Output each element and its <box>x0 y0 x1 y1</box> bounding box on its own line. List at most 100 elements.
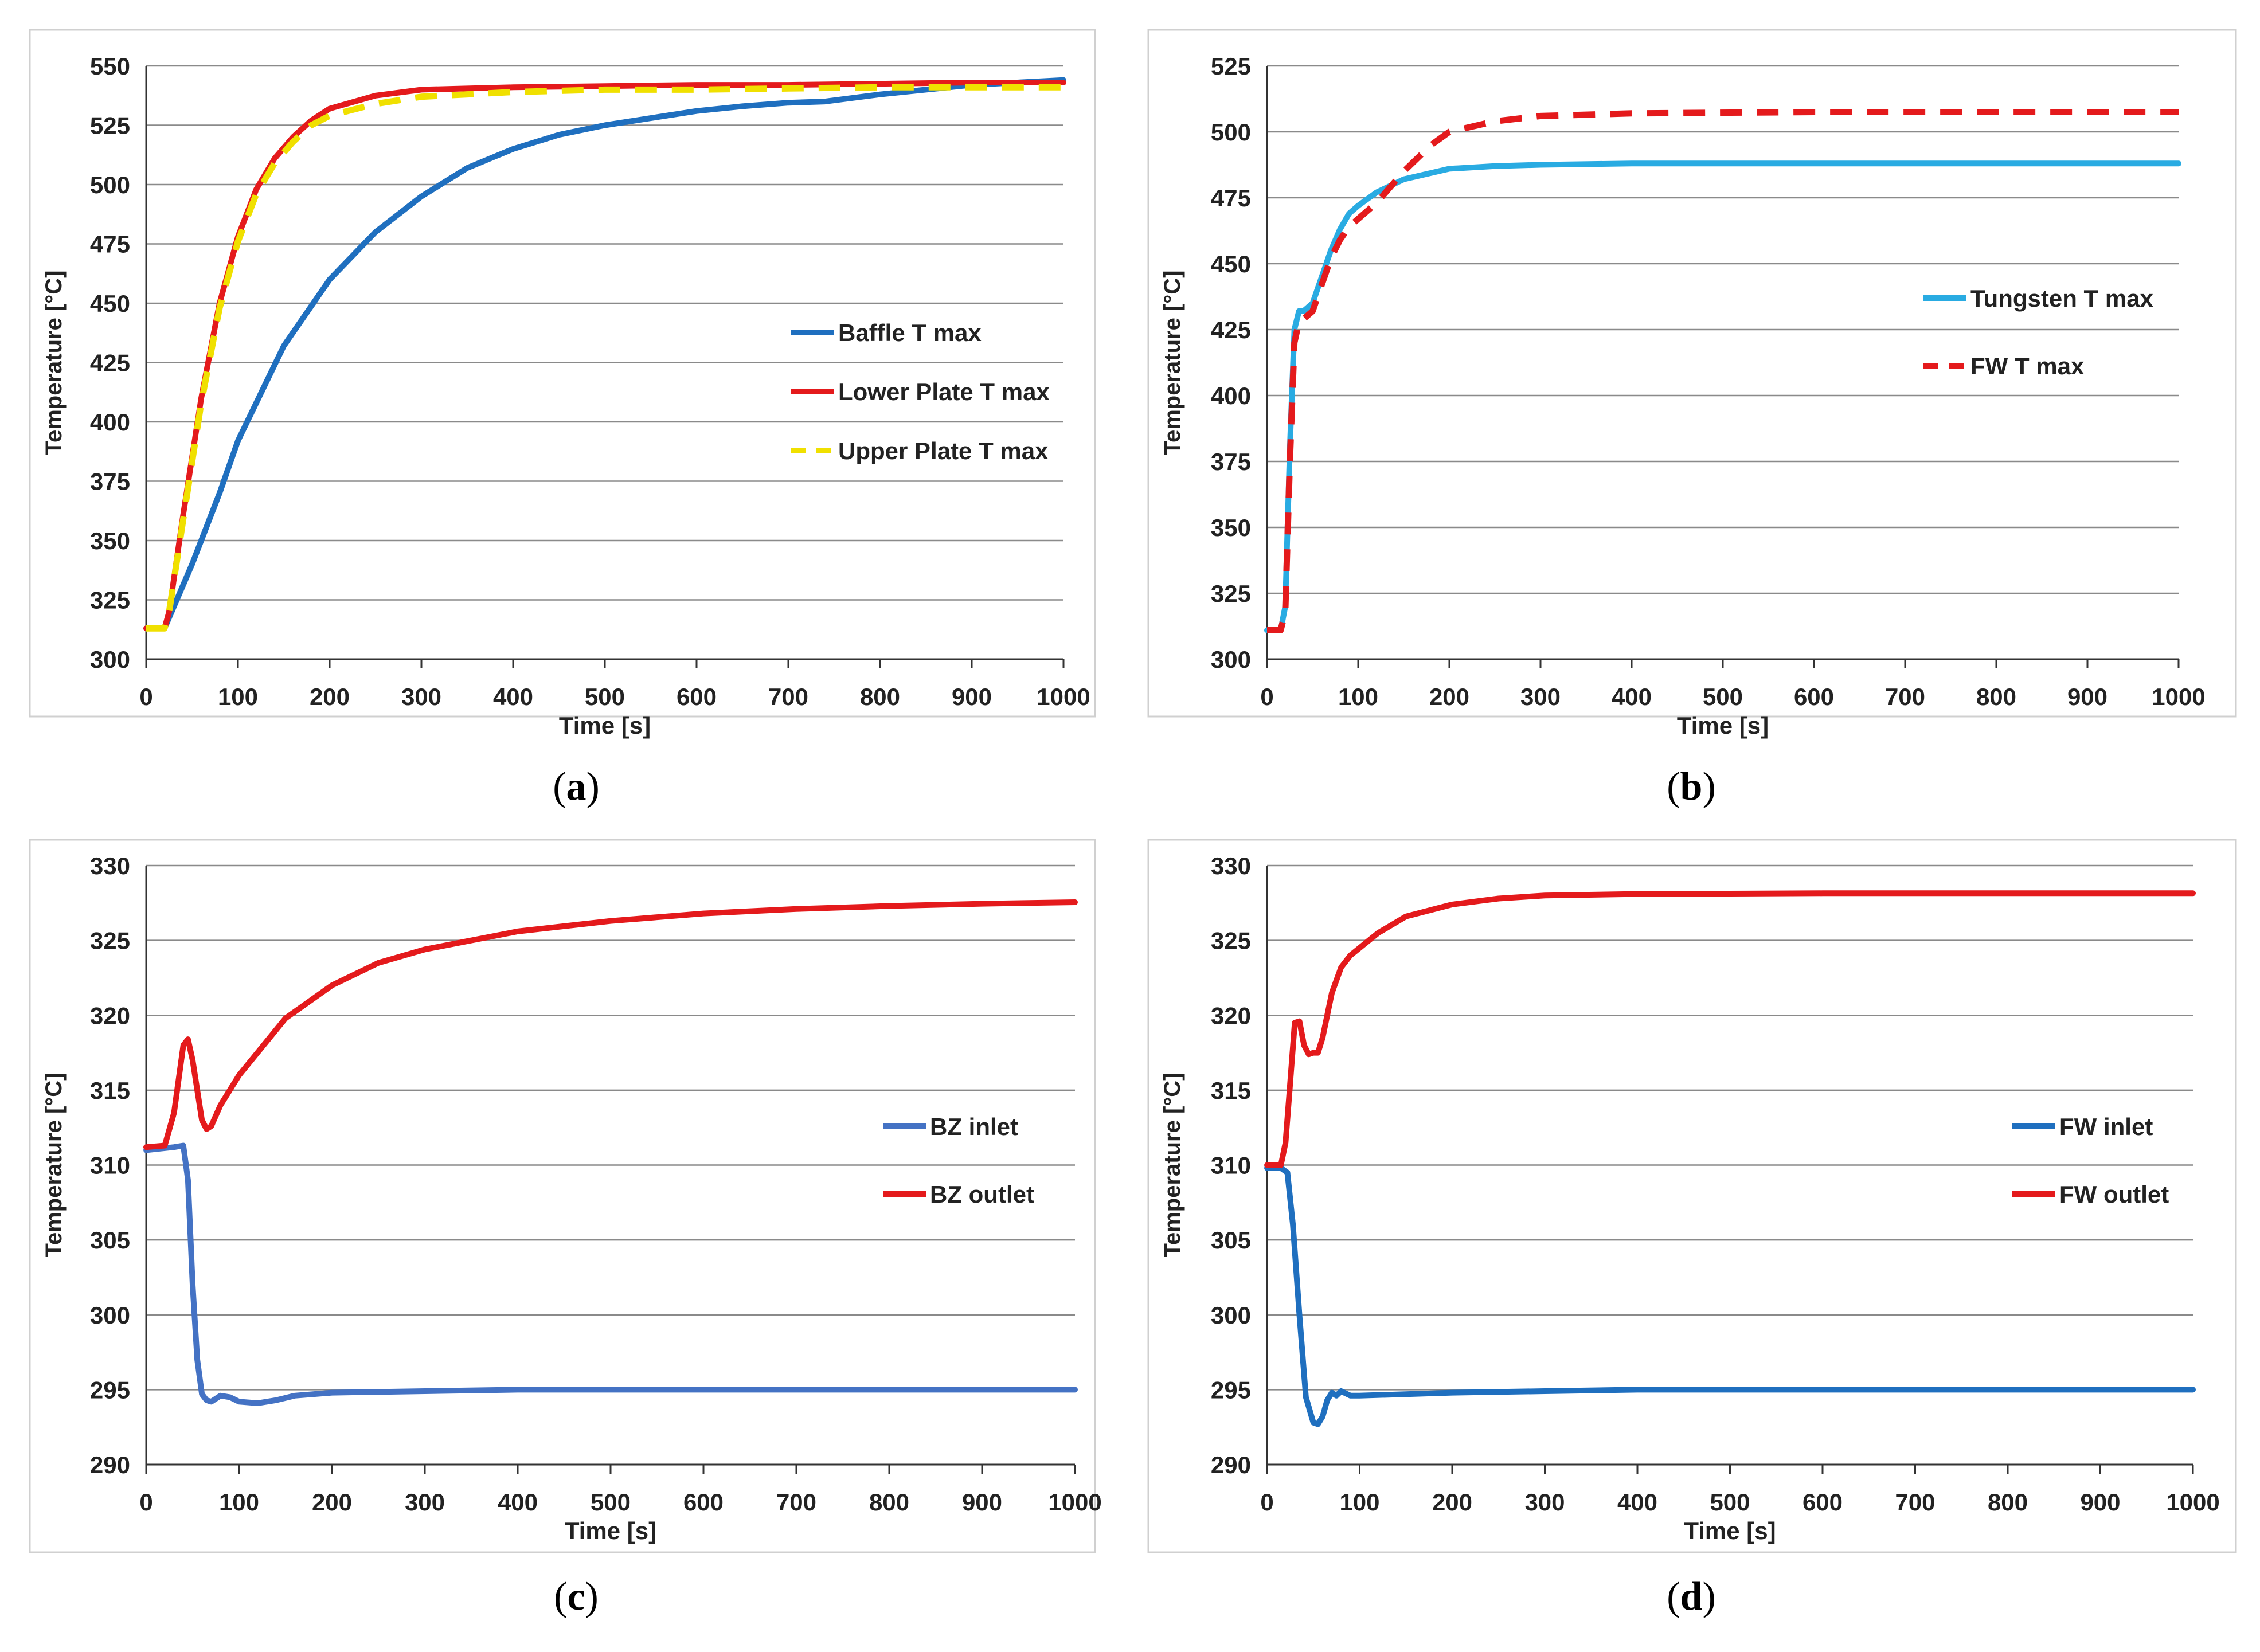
panel-c-series-1-line <box>143 1142 1078 1406</box>
panel-c-x-axis-title: Time [s] <box>565 1517 656 1544</box>
panel-a-xtick-label: 800 <box>860 683 900 710</box>
panel-d-ytick-label: 330 <box>1211 852 1251 879</box>
panel-b-xtick-label: 0 <box>1260 683 1273 710</box>
panel-d-series-1-line <box>1264 1165 2196 1427</box>
panel-d-ytick-label: 305 <box>1211 1227 1251 1254</box>
panel-b-ytick-label: 450 <box>1211 250 1251 277</box>
panel-c-xtick-label: 600 <box>683 1489 724 1516</box>
panel-b-xtick-label: 1000 <box>2152 683 2205 710</box>
panel-d-ytick-label: 310 <box>1211 1152 1251 1179</box>
panel-c-y-axis-title: Temperature [°C] <box>41 1073 67 1258</box>
panel-b-xtick-label: 600 <box>1794 683 1834 710</box>
panel-d-ytick-label: 325 <box>1211 927 1251 954</box>
panel-c-xtick-label: 800 <box>869 1489 909 1516</box>
panel-c-xtick-label: 200 <box>312 1489 352 1516</box>
panel-d-label: (d) <box>1667 1575 1716 1619</box>
panel-a-ytick-label: 425 <box>90 350 130 377</box>
panel-c-ytick-label: 320 <box>90 1002 130 1029</box>
panel-b-xtick-label: 200 <box>1429 683 1469 710</box>
panel-a-y-axis-title: Temperature [°C] <box>41 271 67 455</box>
panel-b: 300 325 350 375 400 425 450 475 500 525 0 100 200 300… <box>1147 29 2237 809</box>
panel-a-xtick-label: 600 <box>677 683 717 710</box>
panel-b-xtick-label: 700 <box>1885 683 1925 710</box>
panel-c-series-2-line <box>143 899 1078 1150</box>
panel-b-ytick-label: 400 <box>1211 382 1251 409</box>
panel-d-xtick-label: 900 <box>2080 1489 2120 1516</box>
panel-a-ytick-label: 350 <box>90 527 130 554</box>
panel-a-x-axis-title: Time [s] <box>559 712 651 739</box>
panel-b-frame <box>1147 29 2237 718</box>
panel-c-xtick-label: 400 <box>498 1489 538 1516</box>
panel-a-label: (a) <box>553 765 600 809</box>
panel-d-xtick-label: 500 <box>1710 1489 1750 1516</box>
panel-a-series-1-line <box>143 77 1066 632</box>
panel-b-xtick-label: 800 <box>1976 683 2016 710</box>
panel-d-legend-label: FW outlet <box>2059 1181 2169 1208</box>
panel-a-legend-label: Baffle T max <box>838 319 982 346</box>
panel-a-xtick-label: 0 <box>139 683 153 710</box>
panel-d-ytick-label: 320 <box>1211 1002 1251 1029</box>
panel-b-x-axis-title: Time [s] <box>1677 712 1769 739</box>
panel-c-label: (c) <box>554 1575 599 1619</box>
panel-c-ytick-label: 325 <box>90 927 130 954</box>
panel-c-xtick-label: 700 <box>776 1489 816 1516</box>
panel-c-xtick-label: 1000 <box>1048 1489 1101 1516</box>
panel-d-xtick-label: 800 <box>1988 1489 2028 1516</box>
panel-d-xtick-label: 700 <box>1895 1489 1935 1516</box>
panel-d-legend-label: FW inlet <box>2059 1113 2153 1140</box>
panel-b-y-axis-title: Temperature [°C] <box>1160 271 1185 455</box>
panel-c: 290 295 300 305 310 315 320 325 330 0 100 200 300 400… <box>29 839 1102 1619</box>
panel-d-xtick-label: 0 <box>1260 1489 1273 1516</box>
panel-d: 290 295 300 305 310 315 320 325 330 0 100 200 300 400… <box>1147 839 2237 1619</box>
panel-a-ytick-label: 400 <box>90 409 130 436</box>
panel-c-ytick-label: 315 <box>90 1077 130 1104</box>
panel-b-legend-label: Tungsten T max <box>1970 285 2154 312</box>
panel-d-xtick-label: 1000 <box>2166 1489 2219 1516</box>
panel-c-xtick-label: 500 <box>591 1489 631 1516</box>
panel-b-xtick-label: 300 <box>1520 683 1561 710</box>
panel-b-label: (b) <box>1667 765 1716 809</box>
panel-d-series-2-line <box>1264 890 2196 1168</box>
panel-b-xtick-label: 400 <box>1612 683 1652 710</box>
panel-a-legend-label: Upper Plate T max <box>838 437 1049 464</box>
panel-a-ytick-label: 375 <box>90 468 130 495</box>
panel-b-series-1-line <box>1264 160 2181 633</box>
panel-c-ytick-label: 330 <box>90 852 130 879</box>
panel-a-xtick-label: 100 <box>218 683 258 710</box>
panel-b-legend-label: FW T max <box>1970 353 2085 379</box>
panel-a-ytick-label: 450 <box>90 290 130 317</box>
panel-d-xtick-label: 100 <box>1339 1489 1379 1516</box>
panel-d-xtick-label: 200 <box>1432 1489 1472 1516</box>
panel-b-ytick-label: 375 <box>1211 448 1251 475</box>
panel-c-ytick-label: 290 <box>90 1451 130 1478</box>
panel-b-xtick-label: 100 <box>1338 683 1378 710</box>
panel-b-ytick-label: 500 <box>1211 119 1251 146</box>
panel-d-ytick-label: 315 <box>1211 1077 1251 1104</box>
panel-c-xtick-label: 100 <box>219 1489 259 1516</box>
panel-d-y-axis-title: Temperature [°C] <box>1160 1073 1185 1258</box>
panel-d-ytick-label: 295 <box>1211 1376 1251 1403</box>
panel-b-xtick-label: 900 <box>2067 683 2107 710</box>
panel-d-xtick-label: 600 <box>1802 1489 1843 1516</box>
panel-c-ytick-label: 305 <box>90 1227 130 1254</box>
panel-b-ytick-label: 475 <box>1211 185 1251 212</box>
panel-d-ytick-label: 290 <box>1211 1451 1251 1478</box>
panel-b-ytick-label: 350 <box>1211 514 1251 541</box>
panel-a-xtick-label: 1000 <box>1037 683 1090 710</box>
panel-a-ytick-label: 500 <box>90 171 130 198</box>
panel-d-xtick-label: 300 <box>1524 1489 1565 1516</box>
panel-c-legend-label: BZ outlet <box>930 1181 1034 1208</box>
panel-d-xtick-label: 400 <box>1617 1489 1657 1516</box>
panel-a-xtick-label: 700 <box>768 683 808 710</box>
panel-b-ytick-label: 300 <box>1211 646 1251 673</box>
panel-b-ytick-label: 325 <box>1211 580 1251 607</box>
panel-c-ytick-label: 300 <box>90 1302 130 1329</box>
panel-b-series-2-line <box>1267 109 2179 633</box>
panel-a-ytick-label: 325 <box>90 587 130 614</box>
panel-a-xtick-label: 300 <box>401 683 441 710</box>
panel-a-xtick-label: 200 <box>310 683 350 710</box>
panel-b-ytick-label: 425 <box>1211 316 1251 343</box>
panel-a-series-3-line <box>146 84 1063 632</box>
panel-a-ytick-label: 550 <box>90 53 130 80</box>
